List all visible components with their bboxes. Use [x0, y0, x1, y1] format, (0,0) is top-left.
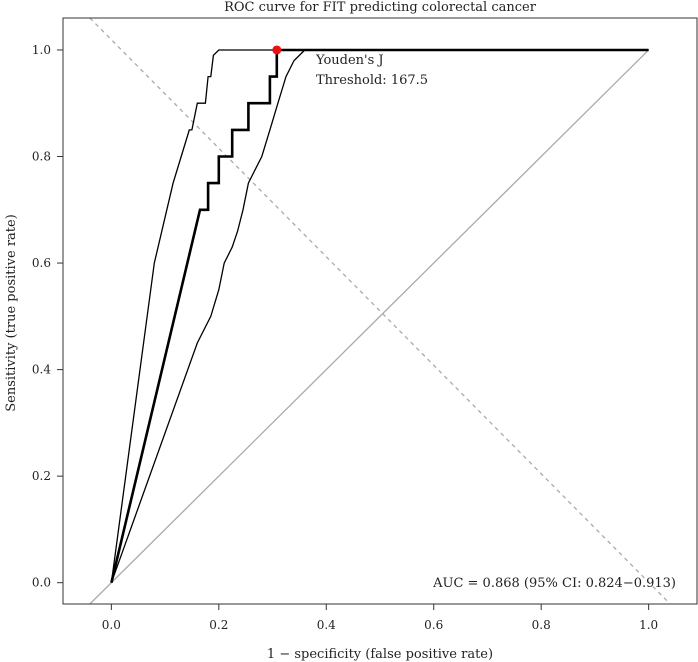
y-tick-label: 0.6: [32, 256, 51, 270]
y-tick-label: 0.0: [32, 576, 51, 590]
chart-title: ROC curve for FIT predicting colorectal …: [224, 0, 537, 15]
plot-area: 0.0 0.2 0.4 0.6 0.8 1.0 0.0 0.2 0.4 0.6 0.8 1.0: [32, 17, 698, 632]
youden-diagonal-line: [89, 18, 671, 604]
roc-line: [110, 48, 649, 584]
y-tick-label: 0.4: [32, 363, 51, 377]
youden-label: Youden's J: [315, 53, 384, 68]
y-tick-label: 1.0: [32, 43, 51, 57]
x-tick-label: 0.2: [209, 618, 228, 632]
auc-label: AUC = 0.868 (95% CI: 0.824−0.913): [432, 576, 676, 591]
x-tick-label: 0.6: [424, 618, 443, 632]
x-tick-label: 0.8: [532, 618, 551, 632]
ci-upper-line: [110, 49, 649, 583]
chance-diagonal-line: [89, 49, 650, 604]
ci-lower-line: [110, 49, 306, 583]
x-tick-label: 0.0: [102, 618, 121, 632]
y-tick-label: 0.8: [32, 150, 51, 164]
threshold-label: Threshold: 167.5: [316, 73, 428, 88]
y-tick-label: 0.2: [32, 469, 51, 483]
x-axis-title: 1 − specificity (false positive rate): [267, 647, 493, 662]
youden-point: [272, 45, 282, 55]
x-tick-label: 1.0: [639, 618, 658, 632]
y-axis-title: Sensitivity (true positive rate): [4, 214, 19, 412]
plot-frame: [62, 17, 698, 605]
x-tick-label: 0.4: [317, 618, 336, 632]
